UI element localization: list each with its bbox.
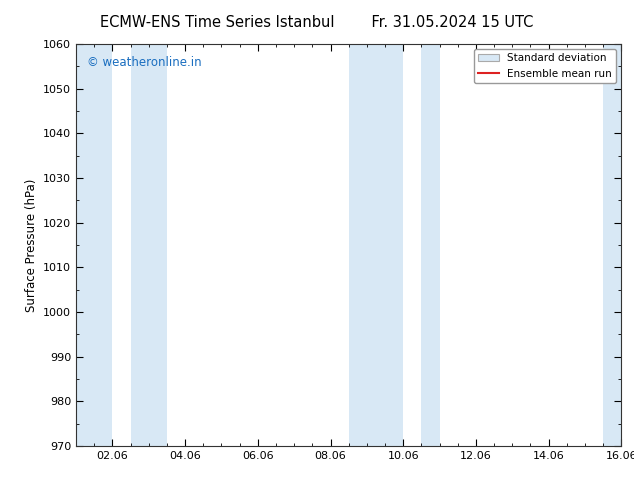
Bar: [603, 44, 621, 446]
Legend: Standard deviation, Ensemble mean run: Standard deviation, Ensemble mean run: [474, 49, 616, 83]
Bar: [76, 44, 112, 446]
Text: © weatheronline.in: © weatheronline.in: [87, 56, 202, 69]
Bar: [349, 44, 403, 446]
Text: ECMW-ENS Time Series Istanbul        Fr. 31.05.2024 15 UTC: ECMW-ENS Time Series Istanbul Fr. 31.05.…: [100, 15, 534, 30]
Y-axis label: Surface Pressure (hPa): Surface Pressure (hPa): [25, 178, 37, 312]
Bar: [422, 44, 439, 446]
Bar: [131, 44, 167, 446]
